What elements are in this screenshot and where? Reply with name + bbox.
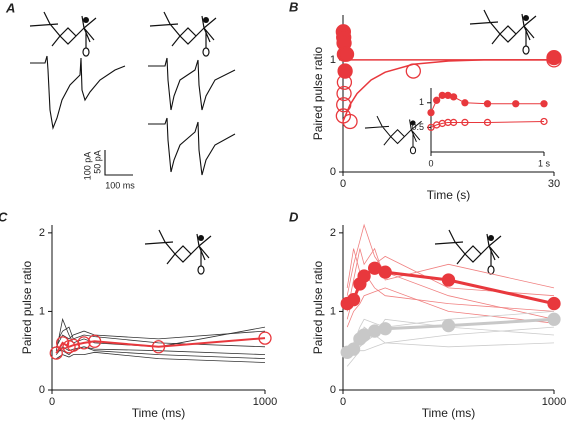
y-tick-label: 0 <box>330 166 336 178</box>
data-point <box>461 99 469 107</box>
data-point <box>56 336 70 350</box>
series-line <box>56 351 266 363</box>
data-point <box>336 85 352 102</box>
scale-label: 100 ms <box>105 180 135 190</box>
data-point <box>66 338 80 352</box>
y-tick-label: 0.5 <box>411 122 424 132</box>
data-point <box>338 46 355 62</box>
data-point <box>512 100 520 108</box>
data-point <box>449 118 458 127</box>
y-tick-label: 0 <box>39 384 45 396</box>
data-point <box>441 318 456 333</box>
cell-diagram <box>144 229 212 275</box>
x-axis-label: Time (s) <box>427 188 471 202</box>
data-point <box>547 312 561 326</box>
data-point <box>540 100 548 108</box>
scale-bar <box>104 150 133 176</box>
series-line <box>55 326 266 348</box>
y-tick-label: 2 <box>330 227 336 239</box>
series-line <box>342 59 554 122</box>
y-tick-label: 1 <box>330 54 336 66</box>
cell-diagram <box>149 11 217 57</box>
series-line <box>346 287 555 328</box>
current-trace <box>148 117 236 176</box>
data-point <box>441 273 456 287</box>
data-point <box>546 52 562 68</box>
panel-label: C <box>0 209 8 224</box>
y-tick-label: 1 <box>39 305 45 317</box>
data-point <box>483 100 492 108</box>
data-point <box>342 113 358 130</box>
data-point <box>378 322 392 336</box>
data-point <box>346 342 361 356</box>
y-axis-label: Paired pulse ratio <box>20 260 34 354</box>
x-tick-label: 0 <box>340 396 346 408</box>
data-point <box>461 118 469 127</box>
data-point <box>547 296 561 311</box>
x-tick-label: 30 <box>548 178 560 190</box>
current-trace <box>30 55 126 131</box>
data-point <box>405 63 421 79</box>
series-line <box>55 330 266 347</box>
series-line <box>342 31 554 61</box>
data-point <box>357 269 371 283</box>
x-tick-label: 1000 <box>542 396 566 408</box>
current-trace <box>148 57 236 111</box>
x-tick-label: 0 <box>49 396 55 408</box>
scale-label: 50 pA <box>92 150 102 174</box>
y-tick-label: 0 <box>330 384 336 396</box>
data-point <box>77 336 91 350</box>
data-point <box>346 292 361 307</box>
cell-diagram <box>469 9 537 55</box>
data-point <box>336 97 352 113</box>
x-tick-label: 1000 <box>253 396 277 408</box>
x-tick-label: 1 s <box>538 158 551 168</box>
x-tick-label: 0 <box>340 178 346 190</box>
series-line <box>346 342 555 367</box>
y-axis-label: Paired pulse ratio <box>311 260 325 354</box>
y-tick-label: 1 <box>330 305 336 317</box>
x-tick-label: 0 <box>428 158 433 168</box>
cell-diagram <box>29 11 97 57</box>
x-axis-label: Time (ms) <box>132 406 186 420</box>
data-point <box>49 346 63 360</box>
data-point <box>540 117 548 126</box>
data-point <box>337 63 353 79</box>
series-line <box>346 247 555 312</box>
scale-label: 100 pA <box>82 152 92 181</box>
y-tick-label: 1 <box>419 97 424 107</box>
data-point <box>483 118 492 127</box>
y-axis-label: Paired pulse ratio <box>311 46 325 140</box>
data-point <box>427 108 435 117</box>
series-line <box>430 121 545 128</box>
cell-diagram <box>434 229 502 275</box>
data-point <box>87 334 102 348</box>
data-point <box>378 265 392 279</box>
data-point <box>258 331 272 345</box>
x-axis-label: Time (ms) <box>422 406 476 420</box>
data-point <box>432 96 441 104</box>
y-tick-label: 2 <box>39 227 45 239</box>
data-point <box>449 93 458 101</box>
panel-label: A <box>5 0 15 15</box>
data-point <box>151 340 166 354</box>
panel-label: D <box>289 209 299 224</box>
panel-label: B <box>289 0 298 14</box>
series-line <box>346 223 555 320</box>
data-point <box>336 74 353 90</box>
